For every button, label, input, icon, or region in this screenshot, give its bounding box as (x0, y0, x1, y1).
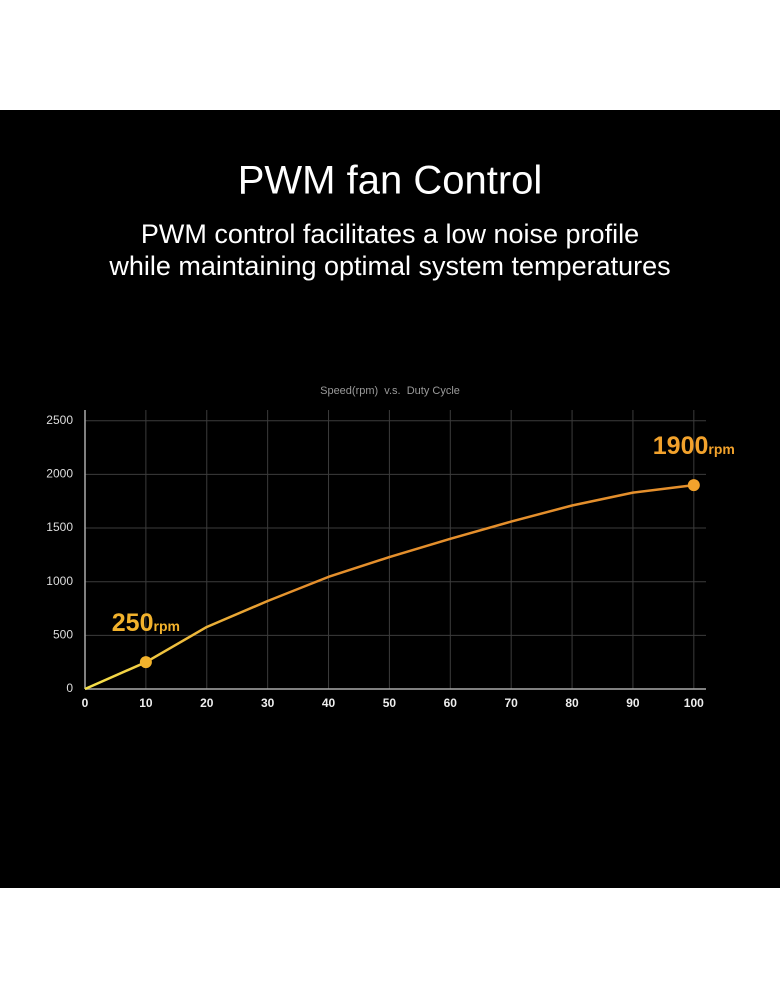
highlight-point (139, 656, 152, 669)
x-tick-label: 20 (200, 696, 214, 710)
x-tick-label: 70 (504, 696, 518, 710)
grid (84, 410, 706, 690)
annotation-unit: rpm (154, 618, 180, 634)
chart-title: Speed(rpm) v.s. Duty Cycle (320, 385, 460, 397)
y-tick-label: 0 (66, 681, 73, 695)
y-tick-label: 1000 (46, 574, 73, 588)
annotation-value: 250 (112, 609, 154, 637)
highlight-point (687, 479, 700, 492)
subtitle-line: while maintaining optimal system tempera… (108, 251, 670, 281)
panel (0, 110, 780, 888)
x-tick-label: 10 (139, 696, 153, 710)
subtitle-line: PWM control facilitates a low noise prof… (141, 219, 639, 249)
annotation-value: 1900 (653, 432, 709, 460)
x-tick-label: 100 (684, 696, 704, 710)
x-tick-label: 90 (626, 696, 640, 710)
page-title: PWM fan Control (238, 159, 543, 203)
line (84, 483, 694, 691)
x-tick-label: 80 (565, 696, 579, 710)
y-tick-label: 2000 (46, 467, 73, 481)
annotation-unit: rpm (708, 441, 734, 457)
x-tick-label: 60 (444, 696, 458, 710)
annotation: 250rpm (112, 609, 180, 637)
x-tick-label: 0 (82, 696, 89, 710)
x-tick-label: 30 (261, 696, 275, 710)
y-tick-label: 500 (53, 628, 73, 642)
x-tick-label: 50 (383, 696, 397, 710)
y-tick-label: 1500 (46, 520, 73, 534)
y-tick-label: 2500 (46, 413, 73, 427)
annotation: 1900rpm (653, 432, 735, 460)
x-tick-label: 40 (322, 696, 336, 710)
